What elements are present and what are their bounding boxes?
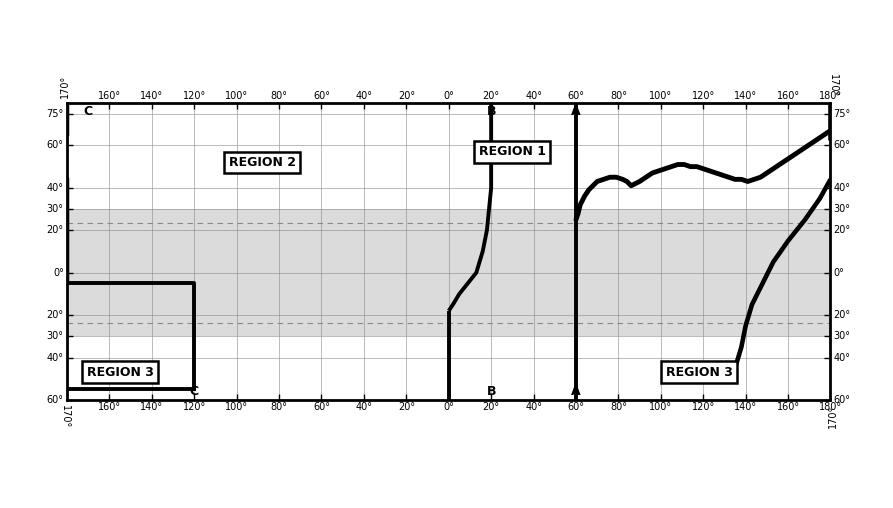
Text: B: B: [487, 385, 496, 398]
Text: 170°: 170°: [60, 405, 70, 428]
Text: 75°: 75°: [834, 109, 851, 118]
Text: 30°: 30°: [834, 204, 851, 214]
Text: 20°: 20°: [46, 225, 63, 235]
Text: 20°: 20°: [834, 225, 851, 235]
Text: 60°: 60°: [834, 140, 851, 150]
Text: C: C: [189, 385, 199, 398]
Text: 60°: 60°: [567, 402, 585, 412]
Text: C: C: [84, 105, 93, 118]
Text: 120°: 120°: [691, 402, 715, 412]
Text: 100°: 100°: [649, 402, 672, 412]
Text: 100°: 100°: [649, 91, 672, 101]
Bar: [67, 209, 830, 336]
Text: 140°: 140°: [140, 91, 163, 101]
Text: 80°: 80°: [610, 91, 627, 101]
Text: 60°: 60°: [834, 395, 851, 405]
Text: 40°: 40°: [525, 91, 542, 101]
Text: REGION 2: REGION 2: [229, 156, 296, 169]
Text: 160°: 160°: [777, 402, 799, 412]
Text: 40°: 40°: [46, 353, 63, 363]
Text: REGION 3: REGION 3: [87, 366, 154, 379]
Text: 0°: 0°: [53, 268, 63, 278]
Text: B: B: [487, 105, 496, 118]
Text: 30°: 30°: [46, 331, 63, 341]
Text: 60°: 60°: [46, 395, 63, 405]
Text: 60°: 60°: [567, 91, 585, 101]
Text: 100°: 100°: [225, 402, 248, 412]
Text: 120°: 120°: [182, 402, 206, 412]
Text: 160°: 160°: [777, 91, 799, 101]
Text: 140°: 140°: [734, 91, 757, 101]
Text: 100°: 100°: [225, 91, 248, 101]
Text: 20°: 20°: [482, 91, 500, 101]
Text: 30°: 30°: [834, 331, 851, 341]
Text: 20°: 20°: [482, 402, 500, 412]
Text: 40°: 40°: [355, 91, 372, 101]
Text: 80°: 80°: [610, 402, 627, 412]
Text: 120°: 120°: [182, 91, 206, 101]
Text: REGION 1: REGION 1: [479, 145, 546, 158]
Text: 140°: 140°: [140, 402, 163, 412]
Text: 20°: 20°: [397, 91, 415, 101]
Text: 20°: 20°: [397, 402, 415, 412]
Text: 40°: 40°: [834, 183, 851, 193]
Text: 170°: 170°: [828, 405, 838, 428]
Text: 0°: 0°: [834, 268, 845, 278]
Text: A: A: [572, 105, 580, 118]
Text: 60°: 60°: [313, 91, 330, 101]
Text: 140°: 140°: [734, 402, 757, 412]
Text: 160°: 160°: [98, 91, 121, 101]
Text: 40°: 40°: [355, 402, 372, 412]
Text: 160°: 160°: [98, 402, 121, 412]
Text: 80°: 80°: [271, 402, 288, 412]
Text: 180°: 180°: [819, 402, 842, 412]
Text: 30°: 30°: [46, 204, 63, 214]
Text: 20°: 20°: [834, 310, 851, 320]
Text: 0°: 0°: [443, 402, 455, 412]
Text: A: A: [572, 385, 580, 398]
Text: 170°: 170°: [60, 75, 70, 98]
Text: 40°: 40°: [525, 402, 542, 412]
Text: 180°: 180°: [819, 91, 842, 101]
Text: 170°: 170°: [828, 75, 838, 98]
Text: 60°: 60°: [313, 402, 330, 412]
Text: 120°: 120°: [691, 91, 715, 101]
Text: 75°: 75°: [46, 109, 63, 118]
Text: 20°: 20°: [46, 310, 63, 320]
Text: REGION 3: REGION 3: [665, 366, 732, 379]
Text: 80°: 80°: [271, 91, 288, 101]
Text: 60°: 60°: [46, 140, 63, 150]
Text: 40°: 40°: [834, 353, 851, 363]
Text: 0°: 0°: [443, 91, 455, 101]
Text: 40°: 40°: [46, 183, 63, 193]
